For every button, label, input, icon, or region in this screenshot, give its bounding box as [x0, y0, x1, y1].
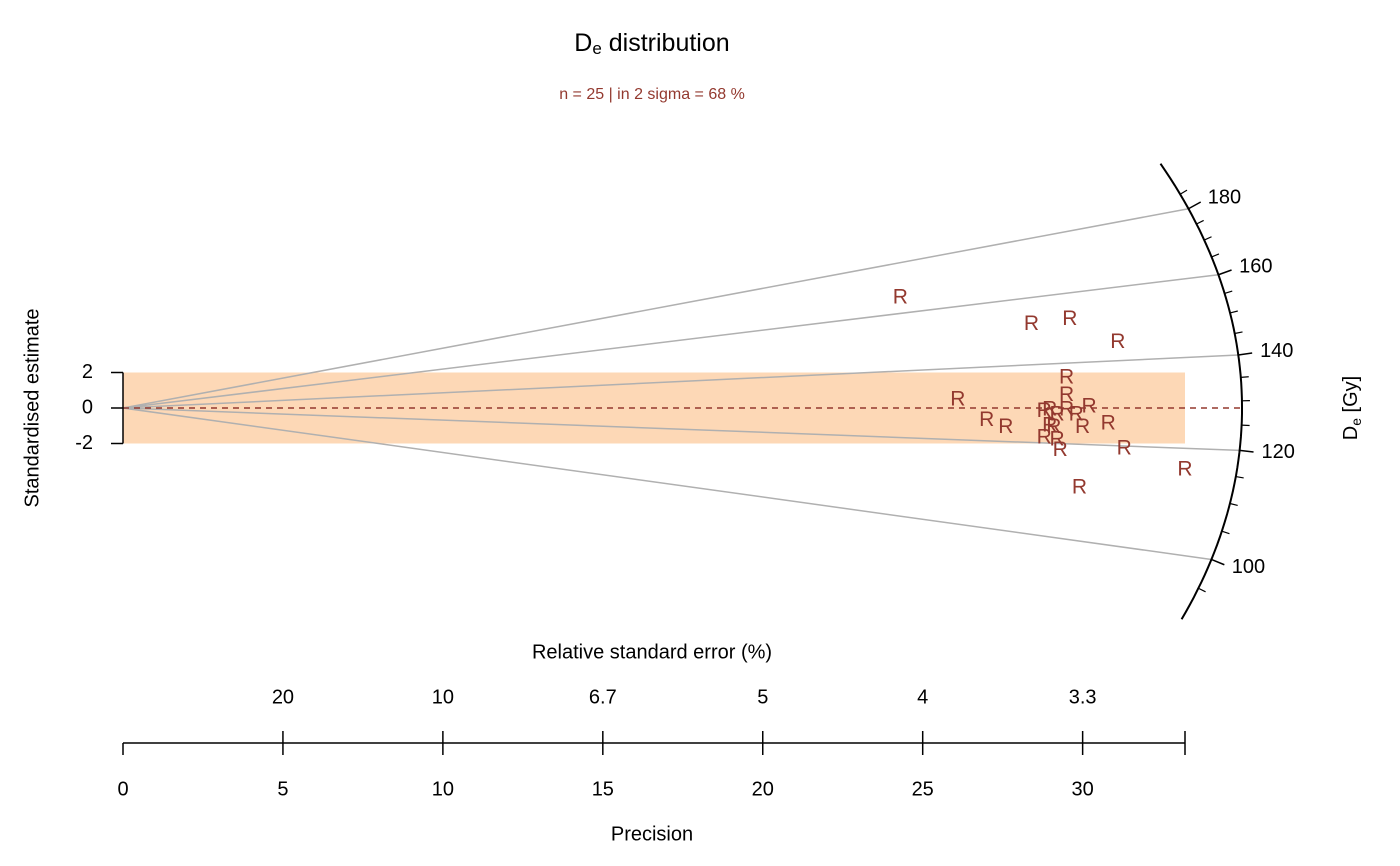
point: R [1110, 330, 1125, 353]
point: R [1069, 403, 1084, 426]
point: R [998, 415, 1013, 438]
y-tick-label: 0 [82, 396, 93, 418]
y-axis-label: Standardised estimate [21, 308, 43, 507]
point: R [1046, 415, 1061, 438]
z-tick-label: 100 [1232, 556, 1265, 578]
title-sub: e [592, 39, 601, 58]
label-sub: e [1348, 418, 1364, 426]
point: R [1037, 399, 1052, 422]
radial-line [122, 273, 1219, 409]
z-minor-tick [1198, 587, 1206, 593]
x-tick-label: 0 [117, 778, 128, 800]
z-minor-tick [1234, 331, 1243, 335]
point: R [1042, 397, 1057, 420]
point: R [1059, 365, 1074, 388]
z-tick [1239, 449, 1254, 453]
subtitle: n = 25 | in 2 sigma = 68 % [559, 86, 745, 103]
z-tick-label: 160 [1239, 256, 1272, 278]
z-tick [1211, 558, 1225, 566]
point: R [979, 408, 994, 431]
x-axis-label: Precision [611, 823, 693, 845]
z-minor-tick [1196, 219, 1204, 225]
z-minor-tick [1211, 253, 1220, 258]
z-minor-tick [1240, 376, 1249, 378]
z-minor-tick [1179, 189, 1188, 195]
y-tick-label: -2 [75, 432, 93, 454]
point: R [1177, 458, 1192, 481]
x-tick-label: 10 [432, 778, 454, 800]
z-minor-tick [1224, 290, 1233, 294]
point: R [1049, 403, 1064, 426]
z-minor-tick [1204, 236, 1212, 241]
point: R [1042, 413, 1057, 436]
label-part: [Gy] [1340, 376, 1362, 418]
z-tick-label: 180 [1208, 186, 1241, 208]
z-tick [1238, 352, 1253, 356]
chart-title: De distribution [574, 29, 729, 59]
z-minor-tick [1235, 475, 1244, 479]
point: R [893, 285, 908, 308]
label-part: D [1340, 426, 1362, 440]
x-tick-label: 30 [1072, 778, 1094, 800]
radial-line [122, 407, 1212, 561]
point: R [1024, 312, 1039, 335]
z-axis-arc [1159, 163, 1243, 620]
point: R [950, 388, 965, 411]
x-tick-label: 15 [592, 778, 614, 800]
point: R [1117, 436, 1132, 459]
z-tick [1218, 269, 1232, 276]
point: R [1101, 412, 1116, 435]
z-minor-tick [1229, 502, 1238, 507]
z-tick [1188, 201, 1202, 210]
point: R [1037, 426, 1052, 449]
x-tick-label: 25 [912, 778, 934, 800]
x2-tick-label: 5 [757, 686, 768, 708]
x2-tick-label: 4 [917, 686, 928, 708]
x2-tick-label: 20 [272, 686, 294, 708]
point: R [1059, 383, 1074, 406]
point: R [1081, 395, 1096, 418]
title-part: D [574, 29, 592, 57]
radial-line [122, 407, 1240, 452]
x-tick-label: 5 [277, 778, 288, 800]
z-tick-label: 140 [1260, 340, 1293, 362]
point: R [1059, 397, 1074, 420]
z-minor-tick [1229, 310, 1238, 314]
point: R [1075, 415, 1090, 438]
z-minor-tick [1221, 530, 1230, 535]
point: R [1062, 307, 1077, 330]
x2-tick-label: 10 [432, 686, 454, 708]
x-tick-label: 20 [752, 778, 774, 800]
x2-tick-label: 3.3 [1069, 686, 1097, 708]
point: R [1072, 475, 1087, 498]
z-tick-label: 120 [1261, 441, 1294, 463]
point: R [1053, 438, 1068, 461]
y-tick-label: 2 [82, 361, 93, 383]
x2-axis-label: Relative standard error (%) [532, 641, 772, 663]
radial-line [122, 354, 1239, 409]
y2-axis-label: De [Gy] [1340, 376, 1363, 440]
point: R [1049, 427, 1064, 450]
radial-line [122, 208, 1189, 409]
x2-tick-label: 6.7 [589, 686, 617, 708]
title-part: distribution [602, 29, 730, 57]
